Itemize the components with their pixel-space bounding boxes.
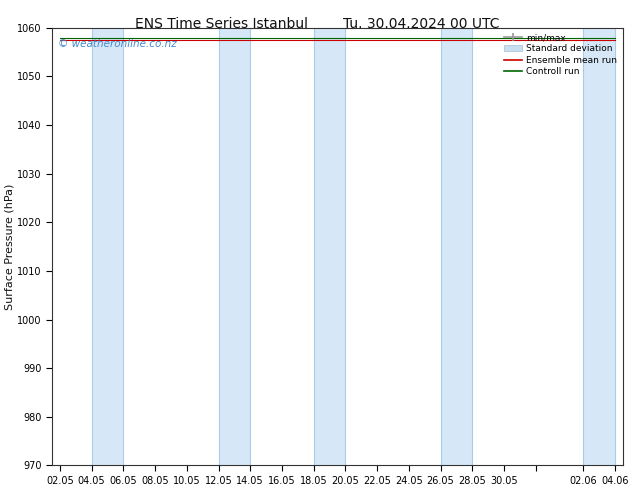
Text: ENS Time Series Istanbul        Tu. 30.04.2024 00 UTC: ENS Time Series Istanbul Tu. 30.04.2024 … — [135, 17, 499, 31]
Bar — [583, 28, 615, 465]
Bar — [219, 28, 250, 465]
Y-axis label: Surface Pressure (hPa): Surface Pressure (hPa) — [4, 183, 14, 310]
Bar — [441, 28, 472, 465]
Text: © weatheronline.co.nz: © weatheronline.co.nz — [58, 39, 176, 49]
Legend: min/max, Standard deviation, Ensemble mean run, Controll run: min/max, Standard deviation, Ensemble me… — [500, 29, 621, 79]
Bar — [92, 28, 124, 465]
Bar — [314, 28, 346, 465]
